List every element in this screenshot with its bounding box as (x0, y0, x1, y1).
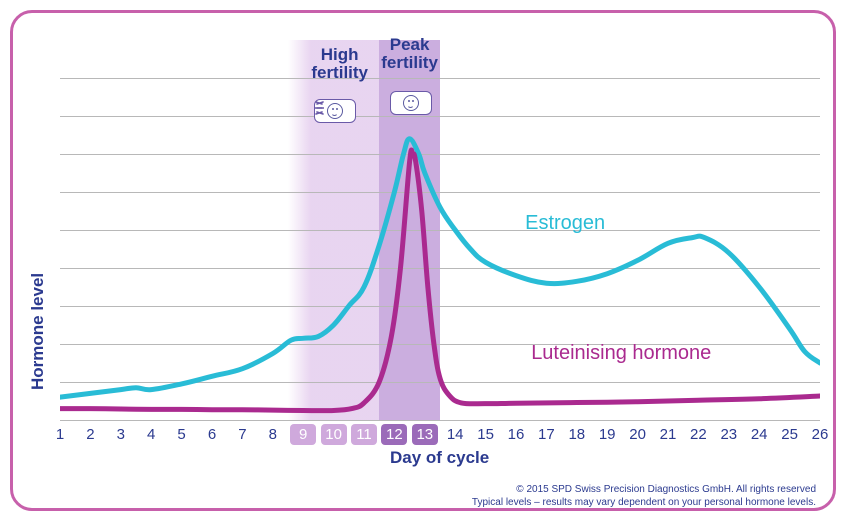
flash-icon (315, 100, 324, 116)
x-tick: 3 (108, 426, 134, 443)
high-fertility-text-1: High (321, 45, 359, 64)
x-tick: 16 (503, 426, 529, 443)
footnote-line-1: © 2015 SPD Swiss Precision Diagnostics G… (472, 484, 816, 497)
x-tick: 20 (625, 426, 651, 443)
x-tick: 25 (777, 426, 803, 443)
smiley-icon (327, 103, 343, 119)
peak-fertility-text-1: Peak (390, 35, 430, 54)
x-tick: 13 (412, 424, 438, 445)
x-tick: 17 (533, 426, 559, 443)
smiley-icon (403, 95, 419, 111)
x-tick: 9 (290, 424, 316, 445)
high-fertility-badge (314, 99, 356, 123)
x-tick: 2 (77, 426, 103, 443)
x-tick: 18 (564, 426, 590, 443)
x-tick: 7 (229, 426, 255, 443)
x-tick: 10 (321, 424, 347, 445)
x-tick: 1 (47, 426, 73, 443)
x-tick: 5 (169, 426, 195, 443)
x-tick: 11 (351, 424, 377, 445)
x-tick: 4 (138, 426, 164, 443)
x-tick: 19 (594, 426, 620, 443)
x-tick: 21 (655, 426, 681, 443)
footnote: © 2015 SPD Swiss Precision Diagnostics G… (472, 484, 816, 509)
x-tick: 14 (442, 426, 468, 443)
peak-fertility-label: Peak fertility (370, 36, 450, 72)
footnote-line-2: Typical levels – results may vary depend… (472, 497, 816, 510)
x-tick: 15 (473, 426, 499, 443)
series-label-lh: Luteinising hormone (531, 342, 711, 365)
x-axis-label: Day of cycle (390, 448, 489, 468)
x-tick: 23 (716, 426, 742, 443)
x-tick: 24 (746, 426, 772, 443)
gridline (60, 420, 820, 421)
peak-fertility-text-2: fertility (381, 53, 438, 72)
high-fertility-text-2: fertility (311, 63, 368, 82)
x-tick: 12 (381, 424, 407, 445)
x-tick: 22 (685, 426, 711, 443)
high-fertility-label: High fertility (300, 46, 380, 82)
series-label-estrogen: Estrogen (525, 212, 605, 235)
x-tick: 6 (199, 426, 225, 443)
x-tick: 8 (260, 426, 286, 443)
series-line-lh (60, 150, 820, 411)
y-axis-label: Hormone level (28, 272, 48, 389)
x-tick: 26 (807, 426, 833, 443)
peak-fertility-badge (390, 91, 432, 115)
